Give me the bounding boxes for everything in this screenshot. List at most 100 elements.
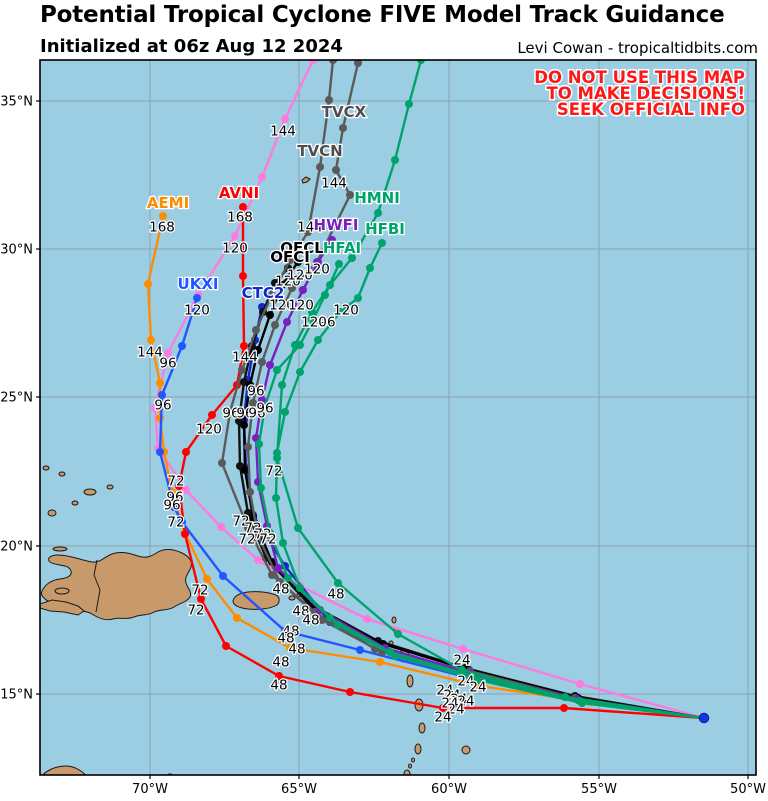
hour-label-144: 144 <box>321 176 347 192</box>
island <box>406 674 414 688</box>
y-tick-label: 25°N <box>0 391 33 406</box>
island <box>47 509 57 517</box>
hour-label-48: 48 <box>288 642 305 658</box>
island <box>414 743 422 755</box>
model-label-hmni: HMNI <box>354 189 400 207</box>
axis-ticks <box>36 100 749 779</box>
hour-label-120: 120 <box>301 315 327 331</box>
landmass <box>40 599 85 616</box>
model-label-tvcn: TVCN <box>297 142 342 160</box>
hour-label-120: 120 <box>304 262 330 278</box>
sea-background <box>40 60 756 775</box>
hour-label-144: 144 <box>297 220 323 236</box>
hour-label-72: 72 <box>265 464 282 480</box>
y-tick-label: 20°N <box>0 540 33 555</box>
hour-label-120: 120 <box>184 303 210 319</box>
hour-label-48: 48 <box>292 604 309 620</box>
model-label-ofci: OFCI <box>270 248 310 266</box>
island <box>124 785 132 789</box>
warning-line: SEEK OFFICIAL INFO <box>557 100 745 119</box>
start-point-marker <box>698 712 710 724</box>
hour-label-48: 48 <box>277 631 294 647</box>
model-label-ofcl: OFCL <box>280 239 324 257</box>
island <box>52 546 68 552</box>
model-label-ukxi: UKXI <box>178 275 219 293</box>
x-tick-label: 60°W <box>431 782 467 797</box>
x-tick-label: 50°W <box>730 782 766 797</box>
hour-label-72: 72 <box>167 474 184 490</box>
landmass <box>301 176 311 184</box>
hour-label-24: 24 <box>453 653 470 669</box>
model-label-hfbi: HFBI <box>365 220 405 238</box>
y-axis-labels: 35°N 30°N 25°N 20°N 15°N <box>0 95 33 703</box>
track-hfbi <box>274 242 705 720</box>
island <box>83 488 97 496</box>
hour-label-48: 48 <box>327 587 344 603</box>
hour-label-96: 96 <box>222 406 239 422</box>
x-tick-label: 55°W <box>581 782 617 797</box>
island <box>71 500 79 506</box>
hour-label-168: 168 <box>149 220 175 236</box>
hour-label-72: 72 <box>167 515 184 531</box>
hour-label-120: 120 <box>275 274 301 290</box>
hour-label-96: 96 <box>166 490 183 506</box>
hour-label-24: 24 <box>441 696 458 712</box>
track-pink <box>153 60 705 720</box>
hour-label-120: 120 <box>222 241 248 257</box>
land <box>40 176 471 789</box>
hour-label-120: 120 <box>288 298 314 314</box>
hour-label-24: 24 <box>457 674 474 690</box>
hour-label-96: 96 <box>163 498 180 514</box>
island <box>391 616 397 624</box>
island <box>58 471 66 477</box>
hour-label-24: 24 <box>457 694 474 710</box>
init-time-label: Initialized at 06z Aug 12 2024 <box>40 36 343 57</box>
y-tick-label: 30°N <box>0 243 33 258</box>
track-points-hfbi <box>272 239 708 722</box>
hour-label-144: 144 <box>232 350 258 366</box>
hour-label-120: 120 <box>269 298 295 314</box>
track-hmni <box>275 60 705 720</box>
hour-label-72: 72 <box>238 532 255 548</box>
track-points-hmni <box>273 60 708 722</box>
model-label-ctc2: CTC2 <box>242 284 285 302</box>
hour-label-120: 120 <box>287 268 313 284</box>
country-border <box>93 559 101 613</box>
y-tick-label: 35°N <box>0 95 33 110</box>
hour-label-48: 48 <box>272 582 289 598</box>
hour-label-72: 72 <box>254 527 271 543</box>
hour-label-72: 72 <box>259 532 276 548</box>
island <box>288 595 296 601</box>
hour-label-72: 72 <box>244 521 261 537</box>
island <box>418 722 426 734</box>
island <box>461 745 471 755</box>
map-frame <box>39 59 757 776</box>
hour-label-24: 24 <box>434 710 451 726</box>
hour-label-48: 48 <box>272 655 289 671</box>
island <box>408 763 412 769</box>
page-title: Potential Tropical Cyclone FIVE Model Tr… <box>40 2 725 28</box>
island <box>54 587 70 595</box>
island <box>403 769 411 775</box>
credit-label: Levi Cowan - tropicaltidbits.com <box>517 39 758 57</box>
landmass <box>41 765 87 775</box>
hour-label-96: 96 <box>247 384 264 400</box>
model-label-tvcx: TVCX <box>322 103 367 121</box>
hour-label-24: 24 <box>447 702 464 718</box>
model-label-hwfi: HWFI <box>314 216 359 234</box>
model-label-avni: AVNI <box>219 184 259 202</box>
y-tick-label: 15°N <box>0 688 33 703</box>
island <box>106 484 114 490</box>
hour-label-24: 24 <box>469 680 486 696</box>
hour-label-168: 168 <box>227 210 253 226</box>
hour-label-96: 96 <box>236 406 253 422</box>
x-axis-labels: 70°W 65°W 60°W 55°W 50°W <box>132 782 766 797</box>
hour-label-96: 96 <box>318 315 335 331</box>
hour-label-72: 72 <box>187 603 204 619</box>
hour-label-96: 96 <box>256 401 273 417</box>
